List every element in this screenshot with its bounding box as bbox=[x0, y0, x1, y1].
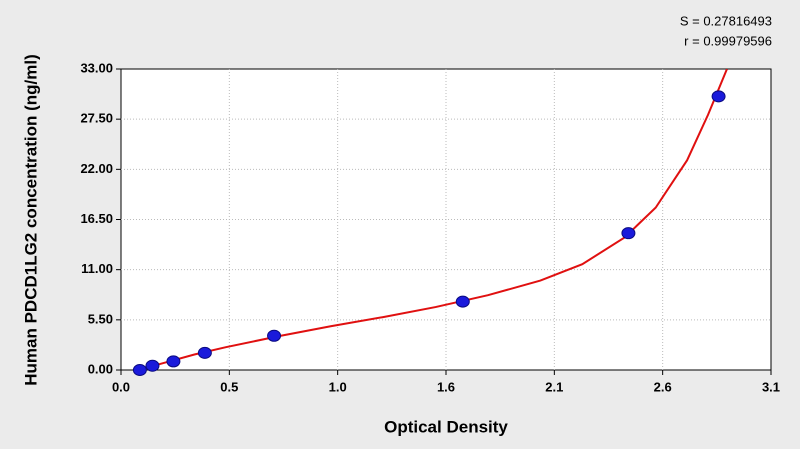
point bbox=[267, 329, 282, 342]
point bbox=[455, 295, 470, 308]
point bbox=[197, 346, 212, 359]
x-tick-label: 2.6 bbox=[654, 379, 672, 394]
y-tick-label: 5.50 bbox=[88, 311, 113, 326]
point bbox=[621, 227, 636, 240]
annotation: S = 0.27816493 bbox=[680, 13, 772, 28]
y-tick-label: 0.00 bbox=[88, 361, 113, 376]
annotation: r = 0.99979596 bbox=[684, 33, 772, 48]
x-tick-label: 0.0 bbox=[112, 379, 130, 394]
x-tick-label: 1.6 bbox=[437, 379, 455, 394]
y-tick-label: 11.00 bbox=[81, 261, 113, 276]
y-tick-label: 27.50 bbox=[80, 111, 113, 126]
y-axis-title: Human PDCD1LG2 concentration (ng/ml) bbox=[21, 54, 40, 386]
x-tick-label: 0.5 bbox=[220, 379, 238, 394]
y-tick-label: 33.00 bbox=[80, 60, 113, 75]
point bbox=[166, 355, 181, 368]
x-tick-label: 3.1 bbox=[762, 379, 780, 394]
y-tick-label: 22.00 bbox=[80, 161, 113, 176]
x-tick-label: 1.0 bbox=[329, 379, 347, 394]
point bbox=[132, 364, 147, 376]
point bbox=[711, 90, 726, 103]
x-tick-label: 2.1 bbox=[545, 379, 563, 394]
y-tick-label: 16.50 bbox=[80, 211, 113, 226]
x-axis-title: Optical Density bbox=[384, 417, 508, 436]
point bbox=[145, 359, 160, 372]
